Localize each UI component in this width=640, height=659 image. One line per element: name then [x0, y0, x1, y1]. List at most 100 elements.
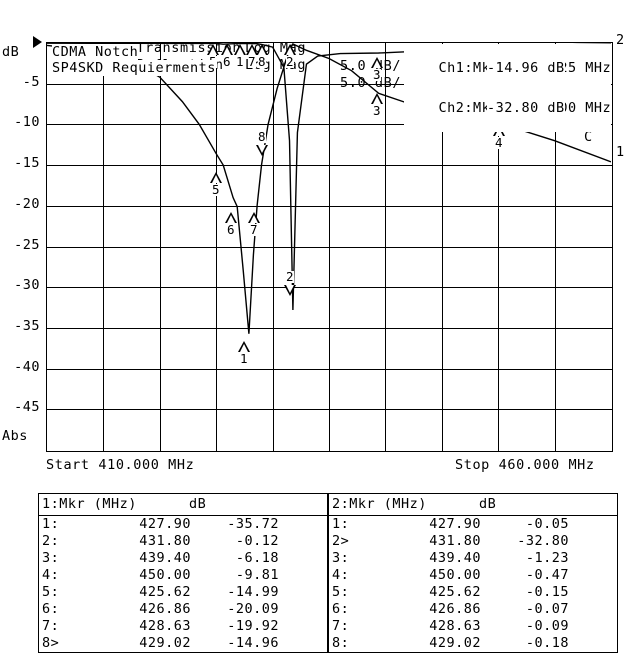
marker-table-channel-2[interactable]: 2:Mkr (MHz) dB 1: 427.90 -0.05 2> 431.80 -32.…: [328, 493, 618, 653]
gridline-horizontal: [47, 246, 612, 248]
table-row[interactable]: 4: 450.00 -9.81: [39, 567, 327, 584]
graph-marker-label: 1: [240, 351, 248, 366]
graph-marker-label: 6: [227, 222, 235, 237]
annotation-note-2: SP4SKD Requierments: [52, 60, 216, 76]
marker-index: 4:: [42, 567, 60, 583]
y-axis-tick-label: -20: [14, 195, 40, 212]
graph-marker-label: 6: [223, 54, 231, 69]
gridline-horizontal: [47, 287, 612, 289]
marker-db: -20.09: [227, 601, 279, 617]
graph-marker-label: 7: [248, 54, 256, 69]
table-row[interactable]: 1: 427.90 -35.72: [39, 516, 327, 533]
graph-marker-7[interactable]: [248, 212, 260, 223]
table-row[interactable]: 5: 425.62 -0.15: [329, 584, 617, 601]
ch2-readout-channel: Ch2:: [438, 100, 474, 116]
marker-db: -6.18: [235, 550, 279, 566]
graph-marker-label: 3: [373, 103, 381, 118]
marker-frequency: 425.62: [429, 584, 481, 600]
graph-marker-3[interactable]: [371, 93, 383, 104]
marker-table-2-col-freq: 2:Mkr (MHz): [332, 496, 427, 512]
graph-marker-8[interactable]: [256, 145, 268, 156]
marker-table-channel-1[interactable]: 1:Mkr (MHz) dB 1: 427.90 -35.72 2: 431.80 -0.…: [38, 493, 328, 653]
table-row[interactable]: 2: 431.80 -0.12: [39, 533, 327, 550]
marker-db: -0.18: [525, 635, 569, 651]
ch2-marker-readout-level: -32.80 dB: [487, 100, 565, 116]
table-row[interactable]: 6: 426.86 -20.09: [39, 601, 327, 618]
table-row[interactable]: 6: 426.86 -0.07: [329, 601, 617, 618]
y-axis-mode-label: Abs: [2, 428, 28, 444]
graph-marker-5[interactable]: [210, 172, 222, 183]
marker-frequency: 431.80: [139, 533, 191, 549]
y-axis-tick-label: -25: [14, 236, 40, 253]
table-row[interactable]: 7: 428.63 -19.92: [39, 618, 327, 635]
reference-level-arrow-icon[interactable]: [33, 36, 42, 48]
table-row[interactable]: 8> 429.02 -14.96: [39, 635, 327, 652]
marker-index: 5:: [42, 584, 60, 600]
marker-db: -14.99: [227, 584, 279, 600]
marker-db: -0.09: [525, 618, 569, 634]
graph-marker-3[interactable]: [371, 57, 383, 68]
marker-db: -0.12: [235, 533, 279, 549]
graph-marker-label: 4: [495, 135, 503, 150]
channel-2-scale: 5.0 dB/: [340, 75, 402, 91]
y-axis-tick-label: -35: [14, 317, 40, 334]
marker-index: 7:: [42, 618, 60, 634]
y-axis-tick-label: -5: [22, 73, 40, 90]
table-row[interactable]: 7: 428.63 -0.09: [329, 618, 617, 635]
marker-frequency: 426.86: [429, 601, 481, 617]
marker-frequency: 428.63: [429, 618, 481, 634]
marker-table-2-header: 2:Mkr (MHz) dB: [329, 494, 617, 516]
graph-marker-6[interactable]: [225, 212, 237, 223]
marker-db: -0.15: [525, 584, 569, 600]
y-axis-tick-label: -45: [14, 399, 40, 416]
graph-marker-6[interactable]: [221, 44, 233, 55]
marker-index: 3:: [42, 550, 60, 566]
table-row[interactable]: 1: 427.90 -0.05: [329, 516, 617, 533]
marker-table-2-col-db: dB: [479, 496, 497, 512]
marker-table-2-body: 1: 427.90 -0.05 2> 431.80 -32.80 3: 439.40 -1.23…: [329, 516, 617, 652]
ch1-marker-readout-level: -14.96 dB: [487, 60, 565, 76]
table-row[interactable]: 8: 429.02 -0.18: [329, 635, 617, 652]
marker-index: 5:: [332, 584, 350, 600]
graph-marker-label: 8: [258, 54, 266, 69]
channel-2-header[interactable]: ▷2:Reflection Log Mag 5.0 dB/ Ref 0.00 d…: [0, 20, 592, 145]
graph-marker-8[interactable]: [256, 44, 268, 55]
y-axis-tick-label: -10: [14, 114, 40, 131]
graph-marker-7[interactable]: [246, 44, 258, 55]
graph-marker-5[interactable]: [207, 44, 219, 55]
marker-db: -0.07: [525, 601, 569, 617]
gridline-horizontal: [47, 327, 612, 329]
marker-index: 6:: [42, 601, 60, 617]
x-axis-stop-label: Stop 460.000 MHz: [455, 457, 595, 473]
table-row[interactable]: 2> 431.80 -32.80: [329, 533, 617, 550]
table-row[interactable]: 3: 439.40 -6.18: [39, 550, 327, 567]
graph-marker-2[interactable]: [284, 44, 296, 55]
marker-frequency: 431.80: [429, 533, 481, 549]
graph-marker-2[interactable]: [284, 285, 296, 296]
marker-db: -32.80: [517, 533, 569, 549]
marker-frequency: 426.86: [139, 601, 191, 617]
trace-2-id-label: 2: [616, 32, 625, 48]
marker-db: -0.05: [525, 516, 569, 532]
marker-frequency: 429.02: [139, 635, 191, 651]
graph-marker-label: 2: [286, 54, 294, 69]
y-axis-tick-label: -30: [14, 277, 40, 294]
marker-table-1-col-db: dB: [189, 496, 207, 512]
marker-frequency: 439.40: [139, 550, 191, 566]
table-row[interactable]: 3: 439.40 -1.23: [329, 550, 617, 567]
graph-marker-label: 3: [373, 67, 381, 82]
marker-index: 2>: [332, 533, 350, 549]
table-row[interactable]: 5: 425.62 -14.99: [39, 584, 327, 601]
marker-db: -35.72: [227, 516, 279, 532]
channel-1-header[interactable]: ▶1:Transmission Log Mag 5.0 dB/ Ref 0.00…: [0, 3, 592, 128]
graph-marker-1[interactable]: [234, 44, 246, 55]
graph-marker-1[interactable]: [238, 341, 250, 352]
gridline-vertical: [441, 43, 443, 451]
marker-db: -14.96: [227, 635, 279, 651]
marker-table-1-body: 1: 427.90 -35.72 2: 431.80 -0.12 3: 439.40 -6.18…: [39, 516, 327, 652]
marker-frequency: 427.90: [139, 516, 191, 532]
table-row[interactable]: 4: 450.00 -0.47: [329, 567, 617, 584]
marker-index: 6:: [332, 601, 350, 617]
graph-marker-label: 5: [212, 182, 220, 197]
